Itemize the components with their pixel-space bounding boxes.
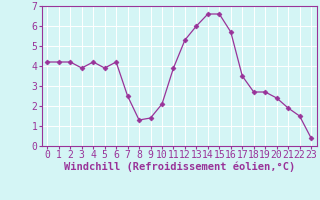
X-axis label: Windchill (Refroidissement éolien,°C): Windchill (Refroidissement éolien,°C): [64, 162, 295, 172]
